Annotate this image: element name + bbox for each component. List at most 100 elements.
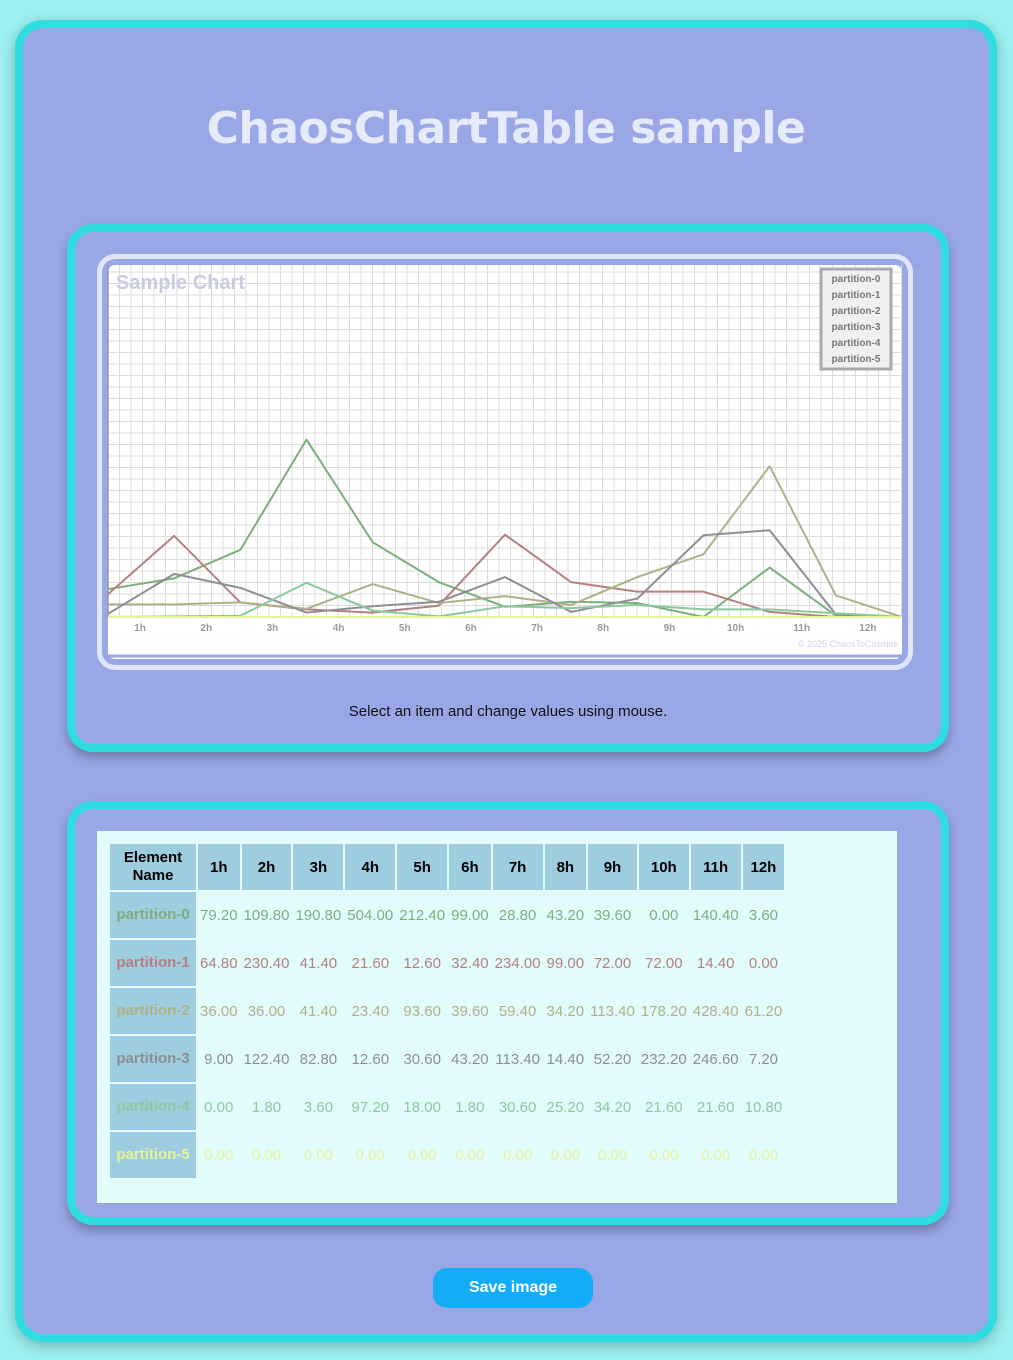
- table-cell[interactable]: 504.00: [347, 906, 394, 924]
- table-cell[interactable]: 41.40: [299, 1002, 338, 1020]
- table-cell[interactable]: 30.60: [403, 1050, 441, 1068]
- table-cell[interactable]: 39.60: [451, 1002, 489, 1020]
- table-cell[interactable]: 18.00: [403, 1098, 441, 1116]
- table-cell[interactable]: 0.00: [355, 1146, 385, 1164]
- table-cell[interactable]: 113.40: [590, 1002, 635, 1020]
- table-cell[interactable]: 428.40: [692, 1002, 739, 1020]
- table-cell[interactable]: 230.40: [243, 954, 290, 972]
- table-cell[interactable]: 64.80: [200, 954, 238, 972]
- table-cell[interactable]: 43.20: [546, 906, 585, 924]
- table-cell[interactable]: 0.00: [748, 1146, 779, 1164]
- table-cell[interactable]: 0.00: [748, 954, 779, 972]
- table-cell[interactable]: 12.60: [351, 1050, 390, 1068]
- table-cell[interactable]: 212.40: [399, 906, 446, 924]
- table-cell[interactable]: 190.80: [295, 906, 342, 924]
- chart-frame[interactable]: 1h 2h 3h 4h 5h 6h 7h 8h 9h 10h 11h 12h Sample Chart ©…: [97, 254, 913, 670]
- table-cell[interactable]: 113.40: [495, 1050, 540, 1068]
- table-cell[interactable]: 14.40: [546, 1050, 585, 1068]
- table-cell[interactable]: 10.80: [744, 1098, 783, 1116]
- row-header[interactable]: partition-0: [110, 892, 196, 938]
- table-cell[interactable]: 30.60: [498, 1098, 537, 1116]
- table-cell[interactable]: 12.60: [403, 954, 441, 972]
- table-cell[interactable]: 52.20: [593, 1050, 632, 1068]
- table-cell[interactable]: 0.00: [503, 1146, 533, 1164]
- table-row[interactable]: partition-5 0.00 0.00 0.00 0.00 0.00 0.00 0.00 0…: [110, 1132, 784, 1178]
- table-cell[interactable]: 32.40: [451, 954, 489, 972]
- table-row[interactable]: partition-4 0.00 1.80 3.60 97.20 18.00 1.80 30.…: [110, 1084, 784, 1130]
- table-cell[interactable]: 82.80: [299, 1050, 338, 1068]
- table-cell[interactable]: 109.80: [243, 906, 290, 924]
- table-row[interactable]: partition-1 64.80 230.40 41.40 21.60 12.60 32.…: [110, 940, 784, 986]
- table-cell[interactable]: 23.40: [351, 1002, 390, 1020]
- save-image-button[interactable]: Save image: [433, 1268, 593, 1308]
- table-cell[interactable]: 59.40: [498, 1002, 537, 1020]
- series-line-partition-2[interactable]: [108, 465, 903, 618]
- table-cell[interactable]: 36.00: [200, 1002, 238, 1020]
- table-cell[interactable]: 178.20: [640, 1002, 687, 1020]
- row-header[interactable]: partition-3: [110, 1036, 196, 1082]
- legend-item[interactable]: partition-2: [832, 306, 881, 317]
- table-cell[interactable]: 0.00: [649, 906, 679, 924]
- row-header[interactable]: partition-2: [110, 988, 196, 1034]
- row-header[interactable]: partition-5: [110, 1132, 196, 1178]
- table-cell[interactable]: 28.80: [498, 906, 537, 924]
- line-chart[interactable]: 1h 2h 3h 4h 5h 6h 7h 8h 9h 10h 11h 12h Sample Chart ©…: [102, 259, 908, 665]
- table-cell[interactable]: 99.00: [546, 954, 585, 972]
- legend-item[interactable]: partition-5: [832, 354, 881, 365]
- table-cell[interactable]: 1.80: [251, 1098, 282, 1116]
- table-cell[interactable]: 0.00: [204, 1098, 234, 1116]
- table-cell[interactable]: 0.00: [303, 1146, 333, 1164]
- table-cell[interactable]: 1.80: [455, 1098, 485, 1116]
- table-cell[interactable]: 0.00: [701, 1146, 731, 1164]
- table-cell[interactable]: 9.00: [204, 1050, 234, 1068]
- x-tick-label: 10h: [727, 623, 744, 634]
- table-cell[interactable]: 97.20: [351, 1098, 390, 1116]
- table-cell[interactable]: 79.20: [200, 906, 238, 924]
- table-cell[interactable]: 0.00: [455, 1146, 485, 1164]
- x-tick-label: 4h: [333, 623, 345, 634]
- table-cell[interactable]: 72.00: [645, 954, 683, 972]
- table-cell[interactable]: 99.00: [451, 906, 489, 924]
- table-cell[interactable]: 61.20: [744, 1002, 783, 1020]
- table-cell[interactable]: 0.00: [251, 1146, 282, 1164]
- table-cell[interactable]: 0.00: [649, 1146, 679, 1164]
- table-cell[interactable]: 41.40: [299, 954, 338, 972]
- table-row[interactable]: partition-3 9.00 122.40 82.80 12.60 30.60 43.2…: [110, 1036, 784, 1082]
- table-cell[interactable]: 140.40: [692, 906, 739, 924]
- table-cell[interactable]: 7.20: [748, 1050, 779, 1068]
- table-cell[interactable]: 3.60: [303, 1098, 333, 1116]
- table-cell[interactable]: 232.20: [640, 1050, 687, 1068]
- table-cell[interactable]: 3.60: [748, 906, 779, 924]
- series-line-partition-3[interactable]: [107, 529, 903, 618]
- table-cell[interactable]: 122.40: [243, 1050, 290, 1068]
- table-cell[interactable]: 21.60: [645, 1098, 683, 1116]
- legend-item[interactable]: partition-4: [832, 338, 881, 349]
- table-cell[interactable]: 0.00: [550, 1146, 580, 1164]
- table-cell[interactable]: 34.20: [546, 1002, 585, 1020]
- table-cell[interactable]: 246.60: [692, 1050, 739, 1068]
- table-cell[interactable]: 0.00: [204, 1146, 234, 1164]
- table-cell[interactable]: 234.00: [494, 954, 541, 972]
- table-cell[interactable]: 21.60: [696, 1098, 735, 1116]
- table-cell[interactable]: 72.00: [593, 954, 632, 972]
- table-cell[interactable]: 0.00: [407, 1146, 437, 1164]
- table-row[interactable]: partition-0 79.20 109.80 190.80 504.00 212.40…: [110, 892, 784, 938]
- table-cell[interactable]: 21.60: [351, 954, 390, 972]
- table-cell[interactable]: 25.20: [546, 1098, 585, 1116]
- legend-item[interactable]: partition-0: [832, 274, 881, 285]
- row-header[interactable]: partition-1: [110, 940, 196, 986]
- legend-item[interactable]: partition-1: [832, 290, 881, 301]
- table-cell[interactable]: 14.40: [696, 954, 735, 972]
- chart-legend: [819, 267, 893, 371]
- table-cell[interactable]: 36.00: [247, 1002, 286, 1020]
- table-cell[interactable]: 39.60: [593, 906, 632, 924]
- table-cell[interactable]: 34.20: [593, 1098, 632, 1116]
- table-cell[interactable]: 93.60: [403, 1002, 441, 1020]
- series-line-partition-4[interactable]: [107, 581, 903, 618]
- table-cell[interactable]: 43.20: [451, 1050, 489, 1068]
- table-cell[interactable]: 0.00: [597, 1146, 628, 1164]
- table-row[interactable]: partition-2 36.00 36.00 41.40 23.40 93.60 39.6…: [110, 988, 784, 1034]
- x-tick-label: 1h: [134, 623, 146, 634]
- row-header[interactable]: partition-4: [110, 1084, 196, 1130]
- legend-item[interactable]: partition-3: [832, 322, 881, 333]
